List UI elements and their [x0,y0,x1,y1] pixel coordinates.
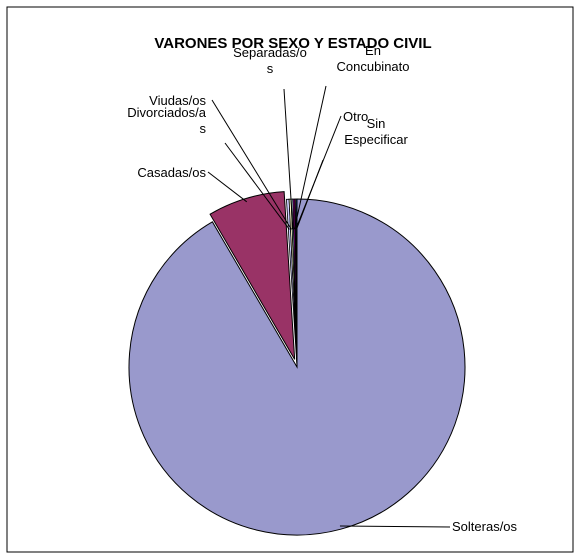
leader-line [211,99,292,230]
slice-label-line: Concubinato [337,59,410,74]
leader-line [339,525,451,528]
slice-label-line: Divorciados/a [127,105,207,120]
slice-label-line: Solteras/os [452,519,518,534]
slice-label: Separadas/o s [233,45,307,76]
leader-line [207,171,248,203]
slice-label: Casadas/os [137,165,206,180]
pie-slice [209,191,296,360]
slice-label-line: s [267,61,274,76]
slice-label-line: Viudas/os [149,93,206,108]
chart-title: VARONES POR SEXO Y ESTADO CIVIL [154,35,431,52]
slice-label-line: Casadas/os [137,165,206,180]
leader-line [296,159,324,230]
slice-label: Otro [343,109,368,124]
slice-label: Viudas/os [149,93,206,108]
slice-label: Sin Especificar [344,116,408,147]
slice-label-line: s [200,121,207,136]
pie-slice [295,198,298,368]
slices-group [128,191,466,536]
slice-label-line: Separadas/o [233,45,307,60]
leader-line [224,142,290,230]
slice-label-line: Otro [343,109,368,124]
leader-line [293,85,327,230]
slice-label: Solteras/os [452,519,518,534]
leader-line [283,88,294,230]
slice-label: En Concubinato [337,43,410,74]
slice-label: Divorciados/a s [127,105,207,136]
slice-label-line: Especificar [344,132,408,147]
slice-label-line: En [365,43,381,58]
leader-lines-group [207,85,451,528]
slice-label-line: Sin [367,116,386,131]
